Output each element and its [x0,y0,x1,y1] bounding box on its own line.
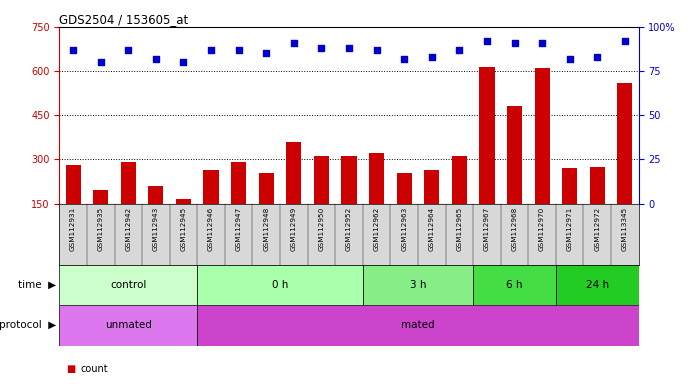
Text: ■: ■ [66,364,75,374]
Bar [121,162,136,204]
Bar [556,265,639,305]
Point [178,59,189,65]
Point [288,40,299,46]
Bar [66,165,81,204]
Bar [452,156,467,204]
Text: GSM112948: GSM112948 [263,207,269,251]
Bar [148,186,163,204]
Text: GDS2504 / 153605_at: GDS2504 / 153605_at [59,13,188,26]
Bar [562,168,577,204]
Bar [369,154,384,204]
Text: GSM112970: GSM112970 [539,207,545,251]
Text: 0 h: 0 h [272,280,288,290]
Text: GSM112962: GSM112962 [373,207,380,251]
Bar [617,83,632,204]
Point [399,56,410,62]
Bar [198,305,639,346]
Text: control: control [110,280,147,290]
Text: GSM112972: GSM112972 [594,207,600,251]
Point [343,45,355,51]
Text: mated: mated [401,320,435,331]
Bar [341,156,357,204]
Point [233,47,244,53]
Bar [286,142,302,204]
Text: GSM112963: GSM112963 [401,207,407,251]
Point [592,54,603,60]
Bar [424,170,439,204]
Text: GSM112942: GSM112942 [126,207,131,251]
Text: count: count [80,364,108,374]
Point [619,38,630,44]
Text: unmated: unmated [105,320,151,331]
Point [315,45,327,51]
Point [564,56,575,62]
Text: protocol  ▶: protocol ▶ [0,320,56,331]
Text: 6 h: 6 h [506,280,523,290]
Bar [59,265,198,305]
Text: 24 h: 24 h [586,280,609,290]
Point [150,56,161,62]
Bar [231,162,246,204]
Text: GSM112945: GSM112945 [181,207,186,251]
Point [205,47,216,53]
Bar [535,68,550,204]
Bar [363,265,473,305]
Text: GSM112943: GSM112943 [153,207,159,251]
Bar [176,199,191,204]
Point [537,40,548,46]
Text: time  ▶: time ▶ [17,280,56,290]
Bar [259,173,274,204]
Text: GSM112965: GSM112965 [456,207,462,251]
Bar [480,67,494,204]
Bar [314,156,329,204]
Text: GSM112935: GSM112935 [98,207,104,251]
Point [426,54,438,60]
Text: GSM112967: GSM112967 [484,207,490,251]
Bar [396,173,412,204]
Bar [204,170,218,204]
Point [95,59,106,65]
Text: GSM112950: GSM112950 [318,207,325,251]
Point [454,47,465,53]
Text: GSM112968: GSM112968 [512,207,517,251]
Point [509,40,520,46]
Text: GSM113345: GSM113345 [622,207,628,251]
Point [371,47,383,53]
Text: GSM112971: GSM112971 [567,207,572,251]
Bar [507,106,522,204]
Bar [473,265,556,305]
Point [482,38,493,44]
Text: GSM112946: GSM112946 [208,207,214,251]
Bar [198,265,363,305]
Bar [59,305,198,346]
Bar [93,190,108,204]
Text: GSM112931: GSM112931 [70,207,76,251]
Text: GSM112949: GSM112949 [291,207,297,251]
Point [123,47,134,53]
Point [68,47,79,53]
Text: 3 h: 3 h [410,280,426,290]
Text: GSM112964: GSM112964 [429,207,435,251]
Text: GSM112947: GSM112947 [236,207,242,251]
Text: GSM112952: GSM112952 [346,207,352,251]
Bar [590,167,605,204]
Point [260,50,272,56]
